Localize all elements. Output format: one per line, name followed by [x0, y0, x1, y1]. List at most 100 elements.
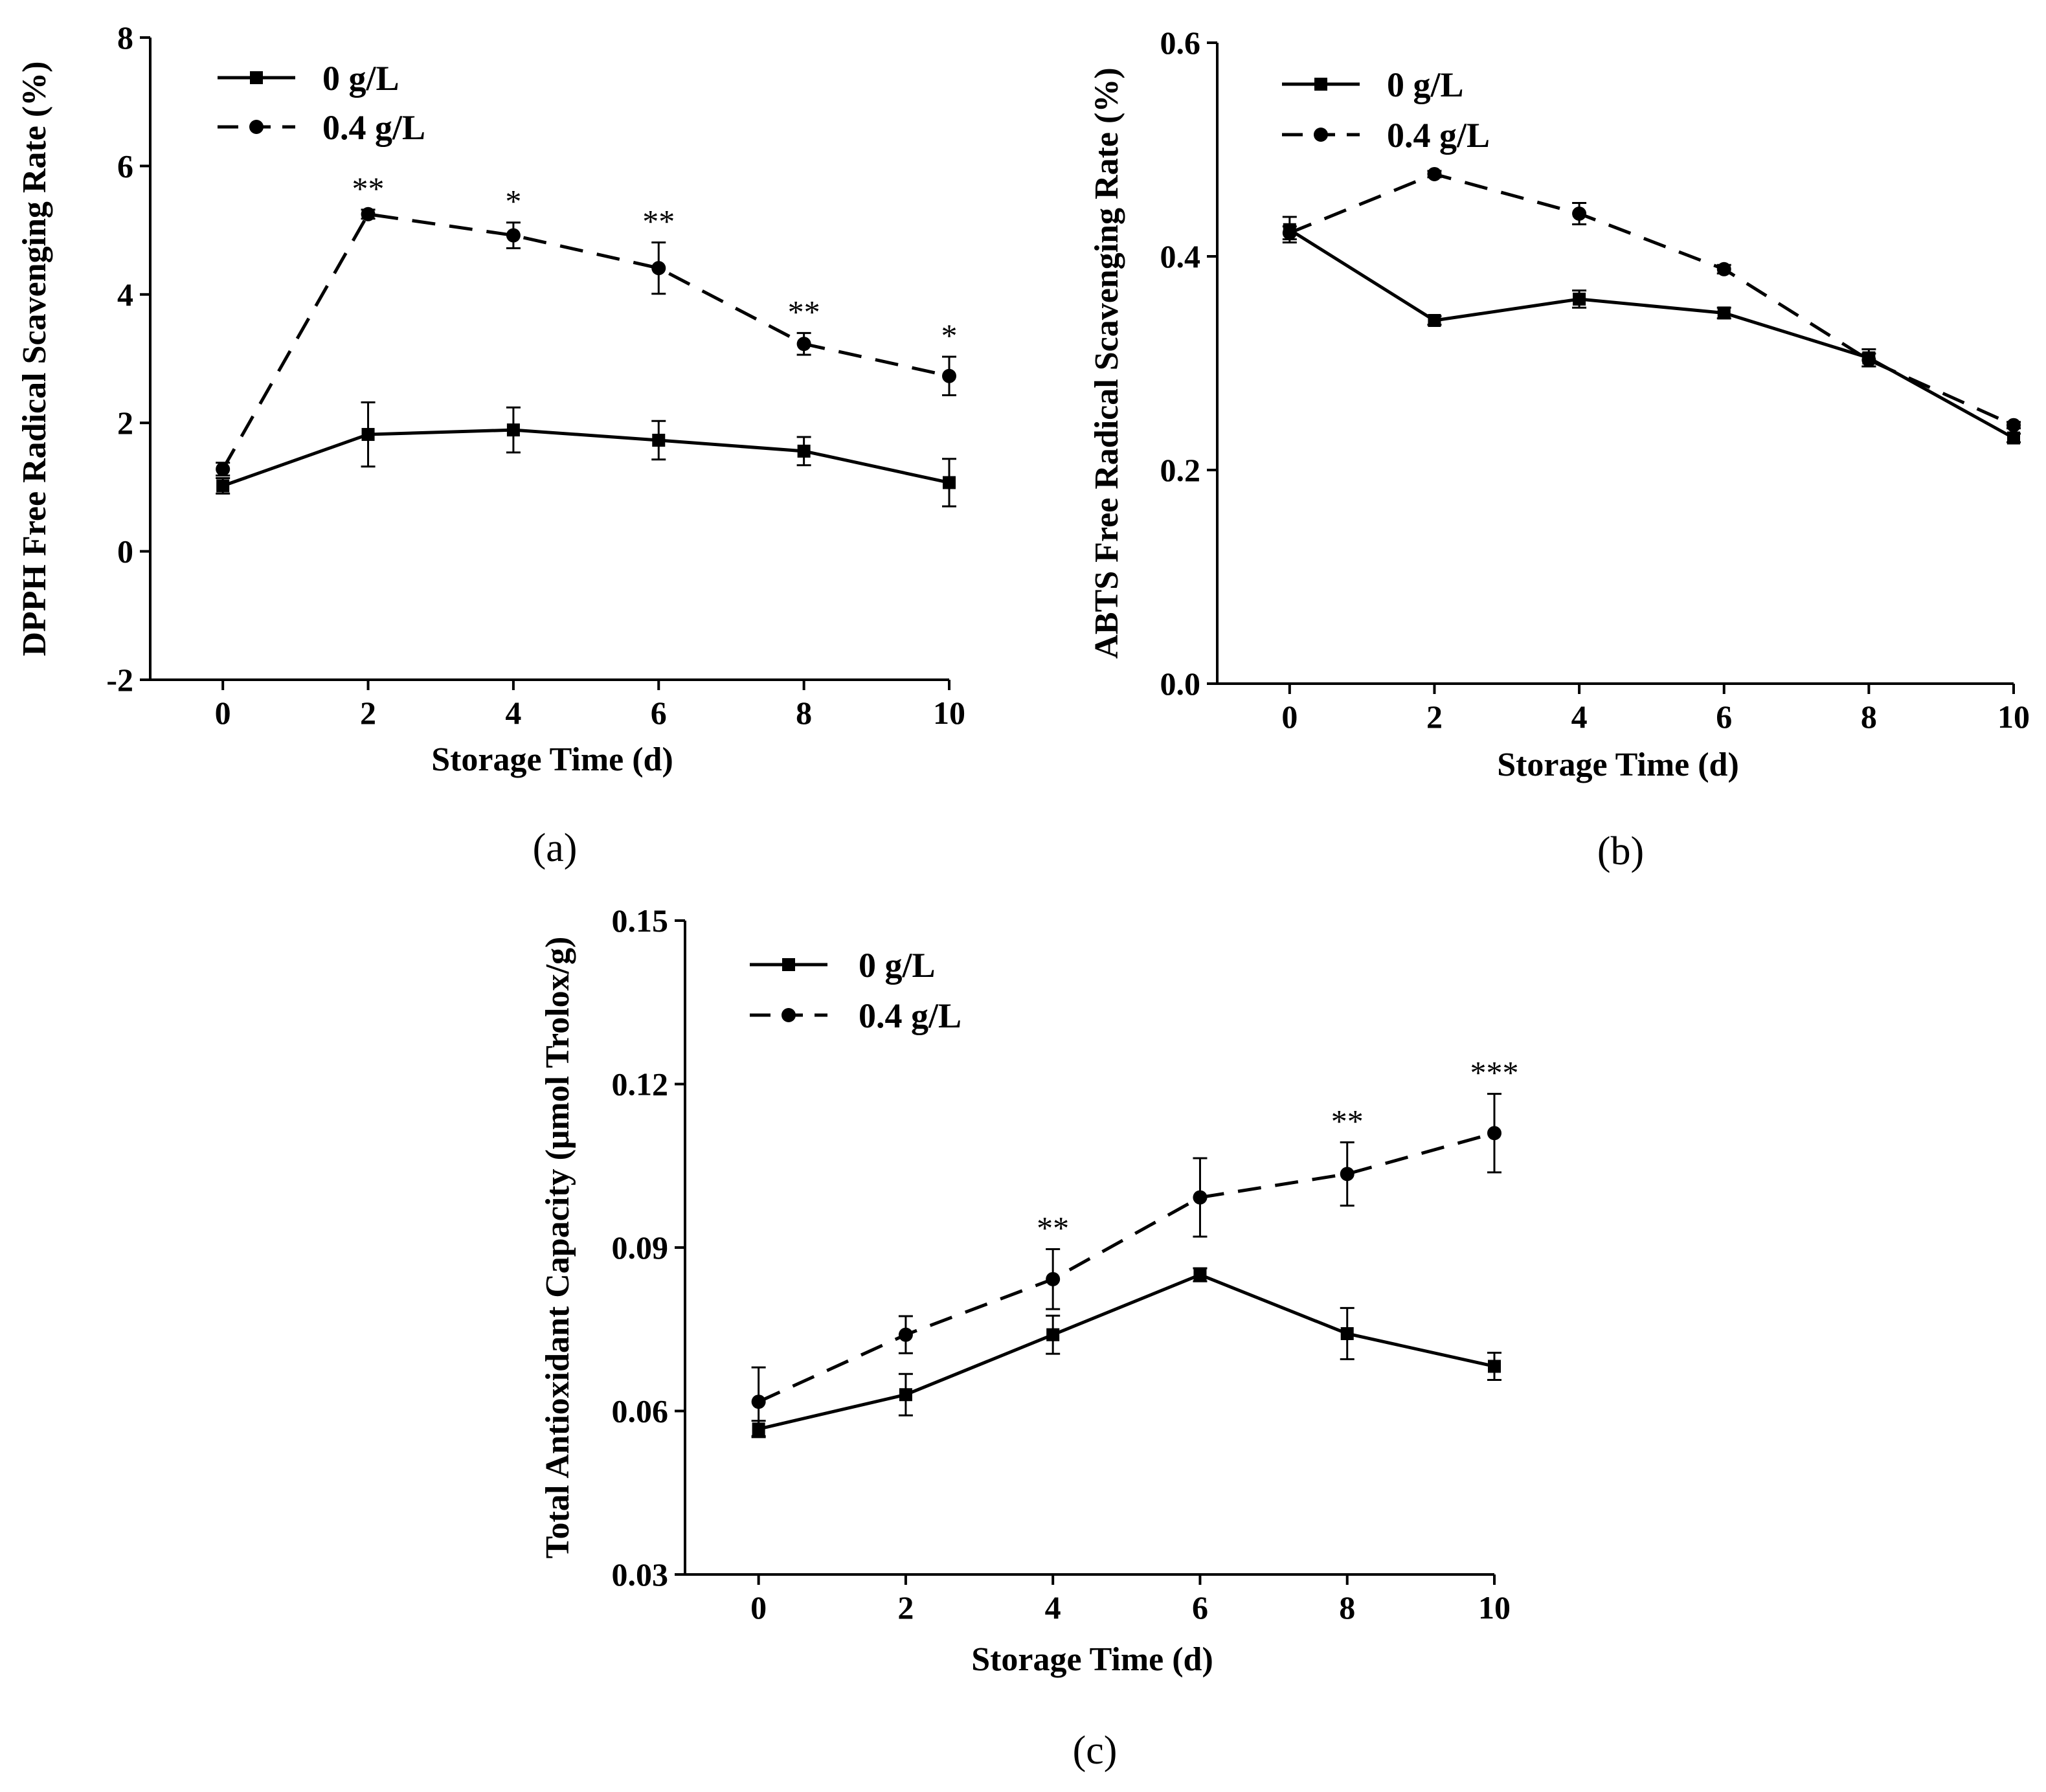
- data-point: [1340, 1167, 1355, 1182]
- series-circle: [1282, 166, 2021, 432]
- legend-marker: [1314, 128, 1328, 142]
- series-square: [216, 401, 956, 508]
- x-tick-label: 0: [750, 1589, 767, 1626]
- data-point: [506, 423, 520, 437]
- data-point: [1716, 262, 1731, 276]
- data-point: [1193, 1268, 1207, 1282]
- data-point: [1573, 293, 1586, 306]
- data-point: [651, 261, 666, 276]
- data-point: [797, 444, 811, 458]
- series-square: [1282, 216, 2021, 445]
- data-point: [1340, 1327, 1354, 1340]
- legend-marker: [1314, 78, 1327, 91]
- significance-label: **: [352, 170, 385, 207]
- data-point: [216, 462, 230, 476]
- series-square: [751, 1267, 1501, 1439]
- y-axis-title: Total Antioxidant Capacity (μmol Trolox/…: [539, 937, 576, 1559]
- data-point: [1193, 1190, 1208, 1205]
- x-tick-label: 0: [215, 695, 231, 731]
- legend-label: 0.4 g/L: [1387, 116, 1490, 155]
- data-point: [751, 1394, 766, 1409]
- significance-label: **: [1037, 1210, 1069, 1246]
- y-tick-label: 0.0: [1160, 666, 1201, 702]
- series-circle: [216, 207, 956, 477]
- significance-label: **: [642, 203, 675, 239]
- y-tick-label: -2: [106, 662, 133, 698]
- x-tick-label: 0: [1281, 699, 1298, 735]
- y-tick-label: 0.09: [612, 1229, 669, 1266]
- y-tick-label: 0.03: [612, 1556, 669, 1593]
- significance-label: ***: [1470, 1055, 1519, 1091]
- x-tick-label: 6: [1192, 1589, 1208, 1626]
- data-point: [1428, 314, 1441, 327]
- data-point: [361, 428, 375, 442]
- y-axis-title: ABTS Free Radical Scavenging Rate (%): [1088, 67, 1125, 658]
- y-tick-label: 6: [117, 148, 133, 184]
- data-point: [1046, 1328, 1060, 1341]
- significance-label: *: [505, 183, 521, 219]
- data-point: [1572, 207, 1587, 221]
- x-tick-label: 8: [1339, 1589, 1355, 1626]
- data-point: [1427, 166, 1442, 181]
- series-line: [1288, 172, 2015, 427]
- y-tick-label: 0.4: [1160, 238, 1201, 274]
- x-tick-label: 10: [933, 695, 965, 731]
- data-point: [506, 228, 521, 243]
- series-circle: [751, 1093, 1501, 1437]
- x-tick-label: 8: [1861, 699, 1877, 735]
- x-tick-label: 4: [1571, 699, 1588, 735]
- significance-label: **: [788, 293, 820, 330]
- x-axis-title: Storage Time (d): [431, 741, 673, 778]
- x-tick-label: 2: [897, 1589, 914, 1626]
- x-axis-title: Storage Time (d): [1497, 746, 1739, 783]
- data-point: [1861, 353, 1876, 368]
- data-point: [2007, 418, 2021, 432]
- legend-marker: [781, 1008, 796, 1022]
- data-point: [2007, 431, 2020, 445]
- y-tick-label: 0.06: [612, 1393, 669, 1429]
- y-tick-label: 8: [117, 19, 133, 56]
- panel-label: (b): [1597, 829, 1644, 873]
- x-tick-label: 6: [651, 695, 667, 731]
- chart-panel-c: 0.03 0.06 0.09 0.12 0.15 0 2 4 6 8 10 Storage Time …: [539, 902, 1519, 1773]
- series-line: [1288, 228, 2015, 440]
- legend-marker: [782, 958, 795, 971]
- y-axis-title: DPPH Free Radical Scavenging Rate (%): [16, 62, 53, 656]
- data-point: [652, 433, 666, 447]
- data-point: [943, 476, 956, 489]
- data-point: [1282, 225, 1297, 240]
- data-point: [1488, 1360, 1501, 1373]
- x-tick-label: 2: [1426, 699, 1443, 735]
- chart-panel-b: 0.0 0.2 0.4 0.6 0 2 4 6 8 10 Storage Time (d) ABTS …: [1088, 25, 2030, 873]
- legend-label: 0 g/L: [859, 946, 936, 985]
- legend-marker: [250, 71, 263, 84]
- x-tick-label: 10: [1478, 1589, 1511, 1626]
- x-tick-label: 2: [360, 695, 376, 731]
- data-point: [796, 337, 811, 352]
- series-line: [758, 1273, 1495, 1431]
- data-point: [898, 1327, 913, 1342]
- x-tick-label: 4: [505, 695, 521, 731]
- y-tick-label: 0: [117, 533, 133, 570]
- y-tick-label: 0.12: [612, 1066, 669, 1103]
- data-point: [216, 479, 230, 493]
- legend-label: 0 g/L: [322, 59, 399, 98]
- data-point: [1487, 1126, 1501, 1141]
- data-point: [899, 1388, 912, 1402]
- series-line: [222, 428, 950, 487]
- panel-label: (c): [1073, 1729, 1118, 1773]
- x-tick-label: 10: [1997, 699, 2030, 735]
- legend-label: 0.4 g/L: [322, 108, 425, 147]
- data-point: [1717, 306, 1731, 320]
- data-point: [361, 207, 376, 221]
- y-tick-label: 0.6: [1160, 25, 1201, 61]
- x-axis-title: Storage Time (d): [971, 1641, 1213, 1678]
- legend-marker: [249, 120, 264, 134]
- y-tick-label: 2: [117, 405, 133, 441]
- legend-label: 0.4 g/L: [859, 996, 961, 1035]
- chart-panel-a: -2 0 2 4 6 8 0 2 4 6 8 10 Storage Time (d) DPPH Free …: [16, 19, 965, 870]
- significance-label: **: [1331, 1103, 1364, 1139]
- y-tick-label: 0.2: [1160, 452, 1201, 488]
- data-point: [1046, 1271, 1061, 1286]
